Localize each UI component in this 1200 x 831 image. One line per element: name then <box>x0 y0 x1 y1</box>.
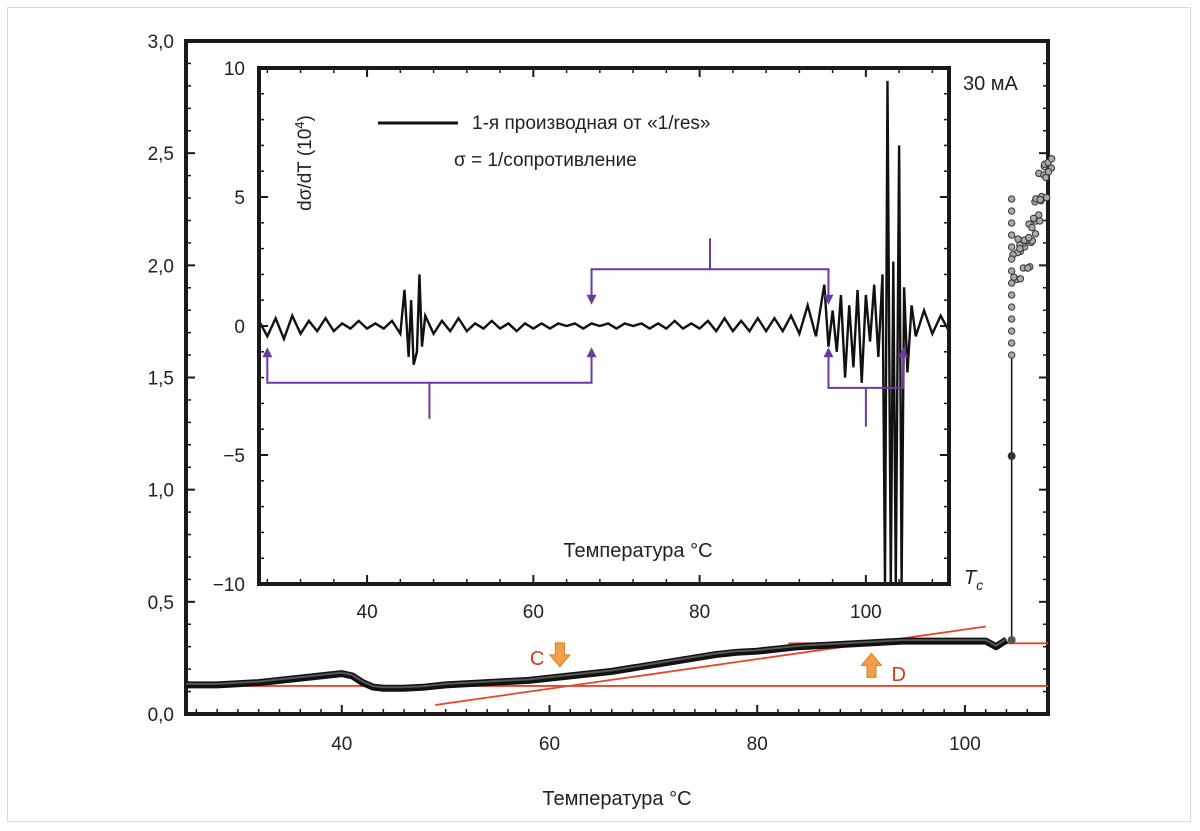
main-series-point <box>1029 214 1038 223</box>
main-y-tick-label: 3,0 <box>148 32 174 53</box>
main-series-point <box>1007 255 1016 263</box>
main-x-axis-label: Температура °C <box>542 788 691 810</box>
label-d: D <box>891 664 905 686</box>
inset-x-tick-label: 80 <box>689 602 710 623</box>
bracket-arrowhead-icon <box>898 347 909 358</box>
main-series-point <box>1042 193 1051 202</box>
inset-x-tick-label: 100 <box>850 602 882 623</box>
main-series-point <box>1028 223 1036 232</box>
current-label: 30 мА <box>963 73 1019 95</box>
inset-y-axis-label-main: dσ/dT (10 <box>295 129 316 211</box>
inset-y-axis-label: dσ/dT (104) <box>292 115 316 211</box>
main-chart: 0,00,51,01,52,02,53,040 60 80 100 CD Темпер… <box>148 32 1056 810</box>
inset-x-tick-label: 40 <box>357 602 378 623</box>
main-series-point <box>1007 315 1016 323</box>
bracket-arrowhead-icon <box>586 347 597 358</box>
main-series-point <box>1042 173 1050 182</box>
inset-background <box>259 68 949 584</box>
main-series-point <box>1036 195 1044 204</box>
inset-x-tick-label: 60 <box>523 602 544 623</box>
main-series-point <box>1031 230 1040 238</box>
main-series-point <box>1007 351 1016 359</box>
bracket-arrowhead-icon <box>262 347 273 358</box>
inset-y-tick-label: −5 <box>223 446 245 467</box>
main-x-tick-label: 40 <box>331 734 352 755</box>
main-series-point <box>1007 279 1016 287</box>
chart-canvas: 0,00,51,01,52,02,53,040 60 80 100 CD Темпер… <box>148 32 1056 810</box>
legend-formula: σ = 1/сопротивление <box>454 150 637 171</box>
bracket-arrowhead-icon <box>586 294 597 305</box>
main-y-tick-label: 1,0 <box>148 481 174 502</box>
inset-y-tick-label: 5 <box>234 188 245 209</box>
main-series-point <box>1036 217 1044 225</box>
main-series-point <box>1007 219 1016 227</box>
inset-chart: −10 −5 0 5 10 40 60 80 100 1-я производная от «1… <box>213 59 1019 623</box>
main-series-point <box>1025 233 1033 242</box>
main-series-highlight <box>186 638 1008 689</box>
main-series-point <box>1007 635 1016 644</box>
inset-y-tick-label: 0 <box>234 317 245 338</box>
main-series-point <box>1007 207 1016 215</box>
main-x-tick-label: 100 <box>949 734 981 755</box>
main-series <box>186 155 1056 692</box>
tc-label-sub: c <box>976 577 983 593</box>
main-axis-ticks: 0,00,51,01,52,02,53,040 60 80 100 <box>148 32 1049 755</box>
label-c: C <box>530 648 544 670</box>
main-series-point <box>1047 155 1056 163</box>
main-series-point <box>1007 303 1016 311</box>
main-series-point <box>1007 243 1016 251</box>
inset-plot-frame <box>257 66 951 586</box>
main-series-point <box>1007 327 1016 335</box>
main-y-tick-label: 2,5 <box>148 144 174 165</box>
main-y-tick-label: 1,5 <box>148 369 174 390</box>
main-series-point <box>1014 235 1022 243</box>
main-series-point <box>1007 452 1016 461</box>
inset-series <box>257 80 951 585</box>
main-x-tick-label: 80 <box>747 734 768 755</box>
main-y-tick-label: 0,0 <box>148 705 174 726</box>
inset-y-axis-label-close: ) <box>295 115 316 121</box>
main-series-line <box>186 637 1009 692</box>
tc-label: Tc <box>964 567 983 593</box>
main-series-point <box>1007 291 1016 299</box>
inset-y-tick-label: −10 <box>213 575 245 596</box>
inset-brackets <box>262 238 909 427</box>
main-x-tick-label: 60 <box>539 734 560 755</box>
legend-entry: 1-я производная от «1/res» <box>472 113 710 134</box>
tc-label-main: T <box>964 567 978 589</box>
c-arrow-icon <box>548 642 571 668</box>
main-series-point <box>1024 264 1032 272</box>
main-series-point <box>1007 231 1016 239</box>
main-series-point <box>1007 267 1016 275</box>
inset-series-line <box>257 80 951 585</box>
main-y-tick-label: 2,0 <box>148 256 174 277</box>
main-series-point <box>1016 244 1024 253</box>
main-series-point <box>1044 168 1053 176</box>
d-arrow-icon <box>860 652 883 678</box>
bracket-arrowhead-icon <box>823 294 834 305</box>
inset-axis-ticks: −10 −5 0 5 10 40 60 80 100 <box>213 59 949 623</box>
main-y-tick-label: 0,5 <box>148 593 174 614</box>
main-series-point <box>1007 339 1016 347</box>
inset-y-axis-label-sup: 4 <box>292 121 307 128</box>
main-series-point <box>1007 195 1016 203</box>
main-series-point <box>1016 275 1025 283</box>
inset-x-axis-label: Температура °C <box>563 540 712 562</box>
main-annotations: CD <box>530 642 906 686</box>
inset-y-tick-label: 10 <box>224 59 245 80</box>
bracket-arrowhead-icon <box>823 347 834 358</box>
